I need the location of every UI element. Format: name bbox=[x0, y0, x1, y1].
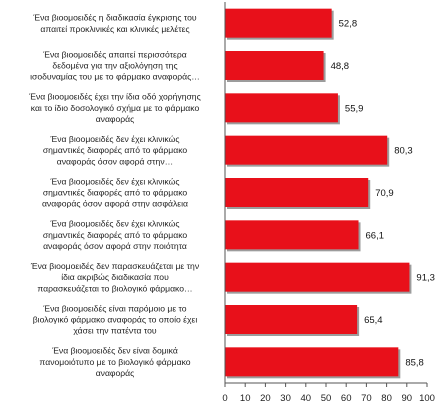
bar bbox=[225, 262, 410, 292]
x-tick-label: 0 bbox=[222, 393, 227, 404]
data-label: 48,8 bbox=[331, 61, 350, 72]
x-tick-label: 60 bbox=[341, 393, 352, 404]
bar bbox=[225, 220, 359, 250]
data-label: 66,1 bbox=[366, 230, 385, 241]
x-tick-label: 100 bbox=[419, 393, 435, 404]
data-label: 80,3 bbox=[394, 146, 413, 157]
bar bbox=[225, 135, 388, 165]
category-label: Ένα βιοομοειδές είναι παρόμοιο με το βιολ… bbox=[33, 303, 198, 335]
category-label: Ένα βιοομοειδές δεν παρασκευάζεται με τη… bbox=[30, 261, 199, 293]
x-tick-label: 80 bbox=[381, 393, 392, 404]
category-label: Ένα βιοομοειδές έχει την ίδια οδό χορήγη… bbox=[28, 92, 200, 124]
category-label: Ένα βιοομοειδές απαιτεί περισσότερα δεδομ… bbox=[30, 49, 200, 81]
bar bbox=[225, 8, 332, 38]
value-labels-group: 52,8 48,8 55,9 80,3 70,9 66,1 91,3 65,4 85,8 bbox=[331, 19, 435, 369]
data-label: 65,4 bbox=[364, 315, 383, 326]
bar bbox=[225, 51, 324, 80]
data-label: 55,9 bbox=[345, 103, 364, 114]
x-tick-label: 20 bbox=[260, 393, 271, 404]
data-label: 70,9 bbox=[375, 188, 394, 199]
category-label: Ένα βιοομοειδές δεν έχει κλινικώς σημαντι… bbox=[43, 134, 188, 166]
bar bbox=[225, 305, 358, 334]
data-label: 91,3 bbox=[416, 273, 435, 284]
bar bbox=[225, 178, 369, 207]
category-label: Ένα βιοομοειδές δεν είναι δομικά πανομοιό… bbox=[39, 346, 190, 378]
x-axis: 0 10 20 30 40 50 60 70 80 90 100 bbox=[222, 2, 435, 404]
category-label: Ένα βιοομοειδές η διαδικασία έγκρισης το… bbox=[32, 13, 197, 34]
bars-group bbox=[225, 8, 412, 379]
x-tick-label: 50 bbox=[321, 393, 332, 404]
bar bbox=[225, 93, 338, 123]
x-tick-label: 30 bbox=[280, 393, 291, 404]
x-tick-label: 70 bbox=[361, 393, 372, 404]
x-tick-label: 10 bbox=[240, 393, 251, 404]
data-label: 85,8 bbox=[405, 357, 424, 368]
x-tick-label: 90 bbox=[402, 393, 413, 404]
category-label: Ένα βιοομοειδές δεν έχει κλινικώς σημαντι… bbox=[43, 219, 188, 251]
category-label: Ένα βιοομοειδές δεν έχει κλινικώς σημαντι… bbox=[42, 176, 188, 208]
bar bbox=[225, 347, 399, 377]
x-tick-label: 40 bbox=[301, 393, 312, 404]
data-label: 52,8 bbox=[339, 19, 358, 30]
category-labels-group: Ένα βιοομοειδές η διαδικασία έγκρισης το… bbox=[28, 13, 200, 378]
